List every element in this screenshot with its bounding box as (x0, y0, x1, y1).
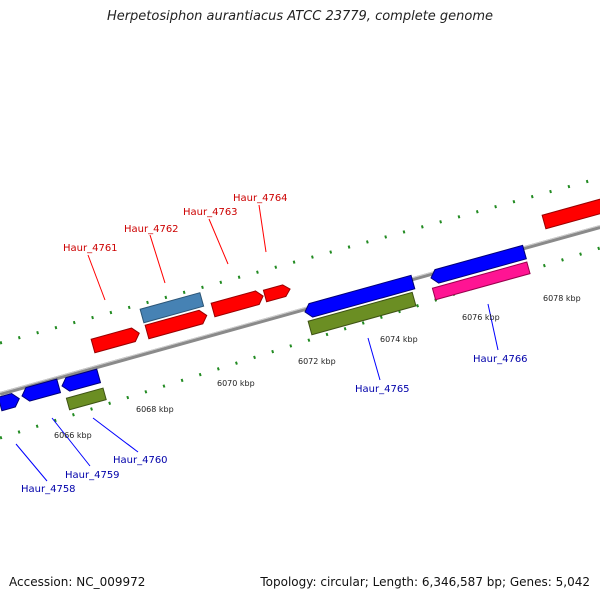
gene-haur-4760-blue[interactable] (60, 368, 102, 393)
gene-haur-4762-pseudo[interactable] (139, 292, 205, 324)
label-haur-4763[interactable]: Haur_4763 (183, 207, 238, 218)
gene-haur-4762[interactable] (144, 309, 208, 340)
gene-haur-4758[interactable] (0, 392, 21, 412)
scale-tick-label: 6074 kbp (380, 335, 418, 344)
scale-tick-label: 6068 kbp (136, 405, 174, 414)
accession-text: Accession: NC_009972 (9, 575, 146, 589)
label-haur-4759[interactable]: Haur_4759 (65, 470, 120, 481)
gene-haur-4759[interactable] (20, 378, 62, 403)
gene-haur-4766-blue[interactable] (429, 244, 527, 284)
gene-haur-4765[interactable] (307, 291, 417, 336)
label-haur-4766[interactable]: Haur_4766 (473, 354, 528, 365)
genome-summary: Topology: circular; Length: 6,346,587 bp… (260, 575, 590, 589)
label-haur-4762[interactable]: Haur_4762 (124, 224, 179, 235)
gene-haur-4763[interactable] (210, 289, 265, 318)
pointer-haur-4765 (367, 337, 381, 381)
scale-tick-label: 6072 kbp (298, 357, 336, 366)
label-haur-4761[interactable]: Haur_4761 (63, 243, 118, 254)
pointer-haur-4761 (87, 254, 106, 301)
gene-forward-offscreen[interactable] (541, 195, 600, 230)
scale-tick-label: 6066 kbp (54, 431, 92, 440)
pointer-haur-4758 (15, 443, 48, 482)
gene-haur-4766[interactable] (431, 261, 531, 301)
scale-tick-label: 6076 kbp (462, 313, 500, 322)
label-haur-4760[interactable]: Haur_4760 (113, 455, 168, 466)
label-haur-4758[interactable]: Haur_4758 (21, 484, 76, 495)
gene-haur-4760[interactable] (65, 387, 107, 411)
gene-haur-4764[interactable] (262, 283, 291, 303)
gene-haur-4765-blue[interactable] (303, 274, 416, 318)
pointer-haur-4759 (51, 417, 91, 467)
pointer-haur-4763 (208, 218, 229, 265)
scale-tick-label: 6070 kbp (217, 379, 255, 388)
label-haur-4764[interactable]: Haur_4764 (233, 193, 288, 204)
scale-tick-label: 6078 kbp (543, 294, 581, 303)
gene-haur-4761[interactable] (90, 326, 141, 354)
pointer-haur-4766 (487, 303, 499, 351)
map-title: Herpetosiphon aurantiacus ATCC 23779, co… (106, 9, 494, 24)
pointer-haur-4762 (149, 234, 166, 284)
pointer-haur-4760 (92, 417, 139, 453)
label-haur-4765[interactable]: Haur_4765 (355, 384, 410, 395)
pointer-haur-4764 (258, 204, 267, 253)
